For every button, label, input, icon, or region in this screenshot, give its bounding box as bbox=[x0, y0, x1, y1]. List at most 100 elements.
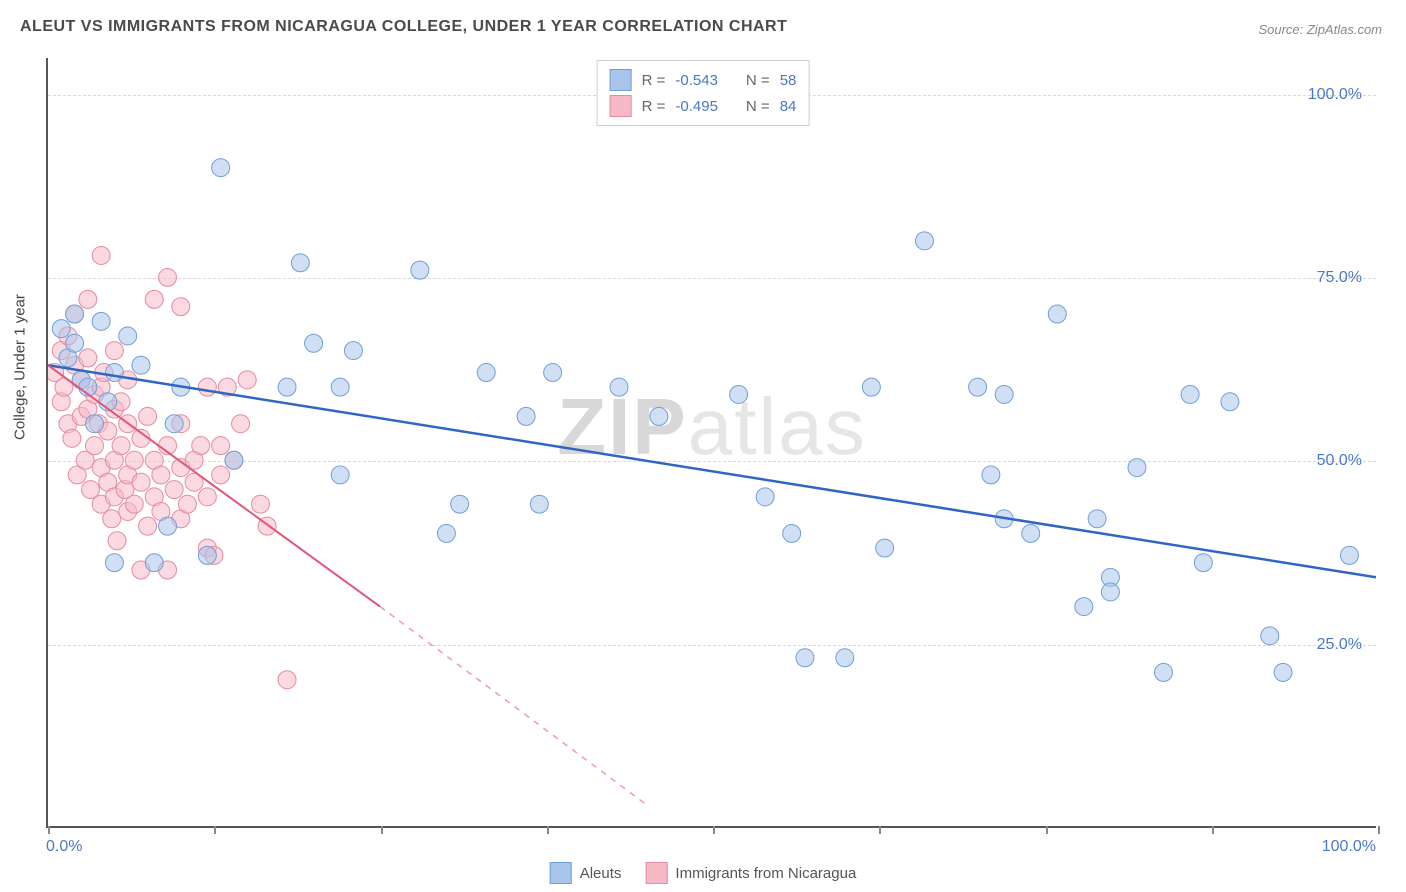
xtick bbox=[1046, 826, 1048, 834]
data-point bbox=[876, 539, 894, 557]
xtick bbox=[1378, 826, 1380, 834]
data-point bbox=[783, 524, 801, 542]
data-point bbox=[730, 385, 748, 403]
data-point bbox=[756, 488, 774, 506]
data-point bbox=[105, 342, 123, 360]
data-point bbox=[1128, 459, 1146, 477]
data-point bbox=[1048, 305, 1066, 323]
data-point bbox=[79, 349, 97, 367]
data-point bbox=[331, 378, 349, 396]
data-point bbox=[139, 517, 157, 535]
data-point bbox=[119, 327, 137, 345]
n-value-1: 58 bbox=[780, 72, 797, 89]
data-point bbox=[165, 415, 183, 433]
data-point bbox=[112, 437, 130, 455]
data-point bbox=[92, 312, 110, 330]
chart-canvas bbox=[48, 58, 1376, 826]
legend-item-nicaragua: Immigrants from Nicaragua bbox=[645, 862, 856, 884]
data-point bbox=[995, 385, 1013, 403]
xtick bbox=[381, 826, 383, 834]
data-point bbox=[1088, 510, 1106, 528]
data-point bbox=[331, 466, 349, 484]
data-point bbox=[125, 451, 143, 469]
data-point bbox=[1181, 385, 1199, 403]
data-point bbox=[79, 290, 97, 308]
xtick bbox=[713, 826, 715, 834]
data-point bbox=[344, 342, 362, 360]
source-attribution: Source: ZipAtlas.com bbox=[1258, 22, 1382, 37]
swatch-pink-icon bbox=[610, 95, 632, 117]
data-point bbox=[1221, 393, 1239, 411]
data-point bbox=[1155, 663, 1173, 681]
swatch-pink-icon bbox=[645, 862, 667, 884]
data-point bbox=[145, 290, 163, 308]
data-point bbox=[1340, 546, 1358, 564]
data-point bbox=[544, 364, 562, 382]
legend-row-series2: R = -0.495 N = 84 bbox=[610, 93, 797, 119]
data-point bbox=[1261, 627, 1279, 645]
data-point bbox=[145, 554, 163, 572]
data-point bbox=[212, 159, 230, 177]
data-point bbox=[477, 364, 495, 382]
data-point bbox=[232, 415, 250, 433]
data-point bbox=[152, 466, 170, 484]
data-point bbox=[862, 378, 880, 396]
xtick-label-max: 100.0% bbox=[1322, 838, 1376, 856]
data-point bbox=[291, 254, 309, 272]
data-point bbox=[610, 378, 628, 396]
data-point bbox=[105, 554, 123, 572]
data-point bbox=[238, 371, 256, 389]
data-point bbox=[530, 495, 548, 513]
data-point bbox=[103, 510, 121, 528]
data-point bbox=[85, 437, 103, 455]
r-label: R = bbox=[642, 98, 666, 115]
data-point bbox=[63, 429, 81, 447]
data-point bbox=[105, 364, 123, 382]
chart-plot-area: ZIPatlas 25.0%50.0%75.0%100.0% bbox=[46, 58, 1376, 828]
r-value-2: -0.495 bbox=[675, 98, 718, 115]
xtick bbox=[214, 826, 216, 834]
chart-title: ALEUT VS IMMIGRANTS FROM NICARAGUA COLLE… bbox=[20, 18, 787, 36]
data-point bbox=[411, 261, 429, 279]
data-point bbox=[159, 517, 177, 535]
data-point bbox=[278, 671, 296, 689]
data-point bbox=[192, 437, 210, 455]
n-label: N = bbox=[746, 98, 770, 115]
data-point bbox=[66, 305, 84, 323]
data-point bbox=[108, 532, 126, 550]
data-point bbox=[125, 495, 143, 513]
xtick bbox=[48, 826, 50, 834]
data-point bbox=[172, 298, 190, 316]
data-point bbox=[305, 334, 323, 352]
data-point bbox=[159, 268, 177, 286]
legend-label-1: Aleuts bbox=[580, 865, 622, 882]
n-value-2: 84 bbox=[780, 98, 797, 115]
data-point bbox=[796, 649, 814, 667]
data-point bbox=[517, 407, 535, 425]
data-point bbox=[132, 473, 150, 491]
r-label: R = bbox=[642, 72, 666, 89]
data-point bbox=[225, 451, 243, 469]
n-label: N = bbox=[746, 72, 770, 89]
data-point bbox=[451, 495, 469, 513]
data-point bbox=[212, 466, 230, 484]
data-point bbox=[139, 407, 157, 425]
data-point bbox=[836, 649, 854, 667]
data-point bbox=[982, 466, 1000, 484]
r-value-1: -0.543 bbox=[675, 72, 718, 89]
data-point bbox=[1194, 554, 1212, 572]
data-point bbox=[178, 495, 196, 513]
data-point bbox=[1022, 524, 1040, 542]
data-point bbox=[1101, 583, 1119, 601]
data-point bbox=[52, 320, 70, 338]
data-point bbox=[198, 378, 216, 396]
data-point bbox=[278, 378, 296, 396]
xtick bbox=[1212, 826, 1214, 834]
legend-label-2: Immigrants from Nicaragua bbox=[675, 865, 856, 882]
data-point bbox=[1274, 663, 1292, 681]
data-point bbox=[437, 524, 455, 542]
data-point bbox=[1075, 598, 1093, 616]
data-point bbox=[198, 546, 216, 564]
data-point bbox=[915, 232, 933, 250]
data-point bbox=[132, 356, 150, 374]
